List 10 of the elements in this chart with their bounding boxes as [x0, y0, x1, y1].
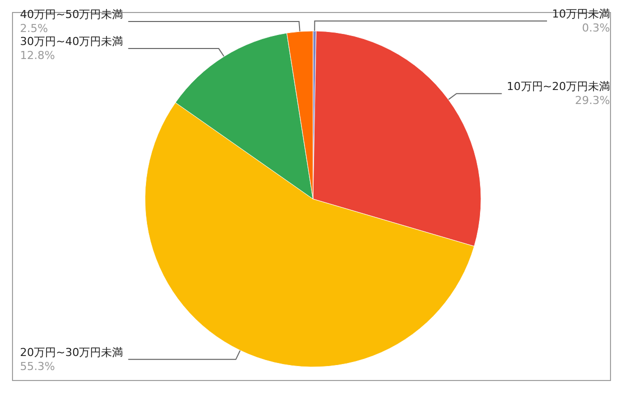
slice-label: 10万円~20万円未満 [506, 80, 610, 94]
data-label: 12.8% [20, 49, 55, 62]
data-label: 29.3% [575, 94, 610, 108]
slice-label: 20万円~30万円未満 [20, 346, 124, 359]
slice-label: 30万円~40万円未満 [20, 35, 124, 48]
data-label: 55.3% [20, 360, 55, 373]
slice-label: 10万円未満 [552, 8, 610, 21]
data-label: 0.3% [582, 22, 610, 35]
slice-label: 40万円~50万円未満 [20, 8, 124, 22]
data-label: 2.5% [20, 22, 48, 36]
